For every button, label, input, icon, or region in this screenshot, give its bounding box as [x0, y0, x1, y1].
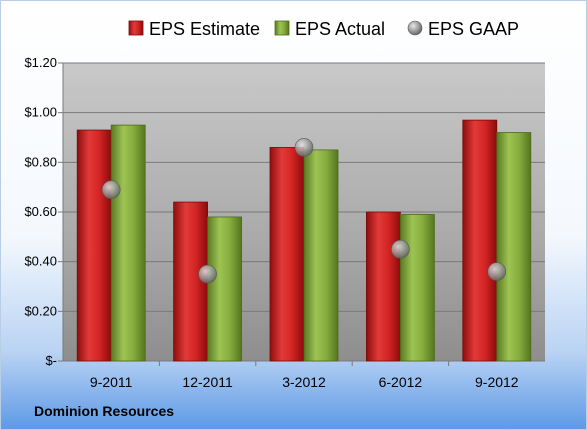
y-tick-label: $0.20: [24, 303, 57, 318]
x-tick-label: 6-2012: [379, 374, 423, 390]
legend-swatch-actual: [274, 20, 290, 36]
bar-eps-estimate: [365, 211, 401, 362]
y-tick-label: $1.20: [24, 55, 57, 70]
bar-eps-estimate: [173, 201, 209, 362]
bar-eps-estimate: [269, 147, 305, 362]
point-eps-gaap: [391, 239, 410, 259]
y-tick-label: $-: [45, 353, 57, 368]
legend-swatch-estimate: [128, 20, 144, 36]
bar-eps-actual: [303, 149, 339, 362]
legend-label: EPS Estimate: [149, 19, 260, 39]
bar-eps-estimate: [462, 119, 498, 362]
x-tick-label: 9-2011: [90, 374, 133, 390]
x-tick-label: 12-2011: [182, 374, 233, 390]
x-tick-label: 9-2012: [475, 374, 519, 390]
legend-label: EPS Actual: [295, 19, 385, 39]
legend-label: EPS GAAP: [428, 19, 519, 39]
bar-eps-actual: [496, 132, 532, 362]
point-eps-gaap: [487, 262, 507, 281]
point-eps-gaap: [198, 264, 217, 284]
bar-eps-actual: [399, 214, 435, 362]
x-tick-label: 3-2012: [282, 374, 326, 390]
bar-eps-actual: [110, 124, 146, 362]
plot-area: $- $0.20 $0.40 $0.60 $0.80 $1.00 $1.20 9-2011 12…: [24, 55, 545, 390]
company-label: Dominion Resources: [34, 403, 175, 419]
legend: EPS Estimate EPS Actual EPS GAAP: [128, 19, 519, 39]
point-eps-gaap: [101, 180, 121, 199]
y-tick-label: $0.80: [24, 154, 57, 169]
bar-eps-actual: [207, 216, 243, 362]
y-tick-label: $1.00: [24, 105, 57, 120]
legend-swatch-gaap: [407, 20, 423, 36]
point-eps-gaap: [294, 138, 314, 157]
bar-eps-estimate: [76, 129, 112, 362]
y-tick-label: $0.60: [24, 204, 57, 219]
y-tick-label: $0.40: [24, 254, 57, 269]
